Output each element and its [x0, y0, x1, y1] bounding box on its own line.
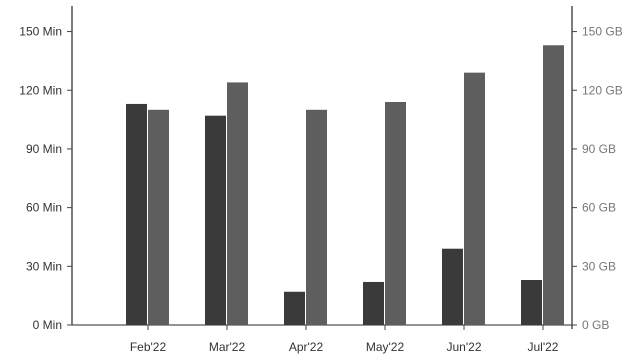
right-tick-label: 0 GB: [582, 318, 609, 332]
bar-min: [126, 103, 147, 325]
left-tick-label: 0 Min: [33, 318, 62, 332]
bar-min: [521, 280, 542, 325]
bar-min: [284, 291, 305, 325]
bar-gb: [385, 101, 406, 325]
bar-gb: [543, 45, 564, 325]
right-tick-label: 90 GB: [582, 142, 616, 156]
right-y-axis: 0 GB 30 GB 60 GB 90 GB 120 GB 150 GB: [571, 6, 623, 332]
x-tick-label: May'22: [366, 340, 405, 354]
x-tick-label: Feb'22: [130, 340, 167, 354]
bar-min: [363, 281, 384, 325]
right-tick-label: 120 GB: [582, 83, 623, 97]
left-tick-label: 120 Min: [19, 83, 62, 97]
bar-gb: [464, 72, 485, 325]
x-axis: Feb'22 Mar'22 Apr'22 May'22 Jun'22 Jul'22: [72, 324, 572, 354]
bar-gb: [227, 82, 248, 325]
left-y-axis: 0 Min 30 Min 60 Min 90 Min 120 Min 150 Min: [19, 6, 73, 332]
left-tick-label: 60 Min: [26, 201, 62, 215]
x-tick-label: Jul'22: [528, 340, 559, 354]
x-tick-label: Mar'22: [209, 340, 246, 354]
left-tick-label: 150 Min: [19, 25, 62, 39]
right-tick-label: 60 GB: [582, 201, 616, 215]
bars: [126, 45, 564, 326]
left-tick-label: 90 Min: [26, 142, 62, 156]
x-tick-label: Apr'22: [289, 340, 324, 354]
right-tick-label: 30 GB: [582, 259, 616, 273]
bar-gb: [148, 109, 169, 325]
x-tick-label: Jun'22: [447, 340, 482, 354]
left-tick-label: 30 Min: [26, 259, 62, 273]
bar-gb: [306, 109, 327, 325]
bar-min: [205, 115, 226, 326]
right-tick-label: 150 GB: [582, 25, 623, 39]
bar-min: [442, 248, 463, 325]
